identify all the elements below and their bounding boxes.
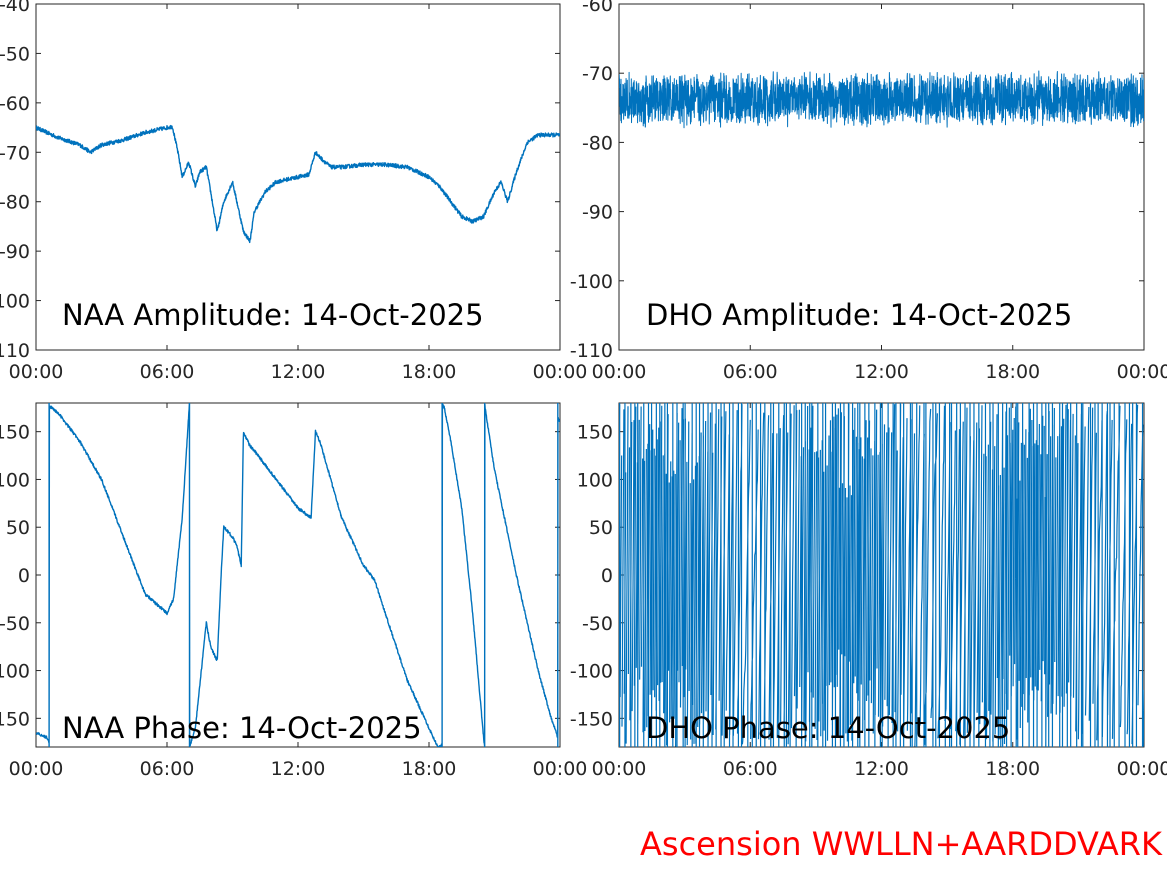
x-tick-label: 06:00 xyxy=(723,758,778,780)
y-tick-label: -70 xyxy=(582,63,613,85)
y-tick-label: -150 xyxy=(570,708,613,730)
x-tick-label: 12:00 xyxy=(854,758,909,780)
series-group xyxy=(619,403,1144,747)
y-tick-label: -100 xyxy=(570,271,613,293)
y-tick-label: -50 xyxy=(0,613,30,635)
y-tick-label: -90 xyxy=(0,241,30,263)
y-tick-label: 0 xyxy=(601,565,613,587)
y-tick-label: 50 xyxy=(589,517,613,539)
y-tick-label: -60 xyxy=(582,0,613,16)
dho-phase-panel: 150 100 50 0 -50 -100 -150 00:00 06:00 12:00 18:00… xyxy=(570,402,1167,780)
panel-title: NAA Amplitude: 14-Oct-2025 xyxy=(62,298,484,332)
x-tick-label: 00:00 xyxy=(9,758,64,780)
y-tick-label: -70 xyxy=(0,142,30,164)
x-tick-label: 18:00 xyxy=(985,758,1040,780)
x-tick-label: 12:00 xyxy=(271,758,326,780)
x-tick-label: 00:00 xyxy=(1117,758,1167,780)
series-line xyxy=(619,70,1144,129)
y-tick-label: -60 xyxy=(0,93,30,115)
x-tick-label: 00:00 xyxy=(592,361,647,383)
x-tick-label: 06:00 xyxy=(140,361,195,383)
x-tick-label: 00:00 xyxy=(1117,361,1167,383)
x-tick-label: 00:00 xyxy=(592,758,647,780)
x-tick-label: 18:00 xyxy=(402,361,457,383)
y-tick-label: -110 xyxy=(570,340,613,362)
y-tick-label: -100 xyxy=(570,661,613,683)
y-tick-label: -80 xyxy=(0,192,30,214)
y-tick-label: -40 xyxy=(0,0,30,16)
series-group xyxy=(36,403,560,747)
y-tick-label: 100 xyxy=(0,469,30,491)
series-line xyxy=(619,403,1144,747)
y-tick-label: -150 xyxy=(0,708,30,730)
x-tick-label: 12:00 xyxy=(271,361,326,383)
x-tick-label: 18:00 xyxy=(985,361,1040,383)
x-tick-label: 06:00 xyxy=(723,361,778,383)
credit-label: Ascension WWLLN+AARDDVARK xyxy=(640,825,1163,863)
y-tick-label: 0 xyxy=(18,565,30,587)
x-tick-label: 00:00 xyxy=(9,361,64,383)
naa-phase-panel: 150 100 50 0 -50 -100 -150 00:00 06:00 12:00 18:00… xyxy=(0,402,588,780)
x-tick-label: 00:00 xyxy=(533,361,588,383)
panel-title: DHO Amplitude: 14-Oct-2025 xyxy=(646,298,1072,332)
x-tick-label: 00:00 xyxy=(533,758,588,780)
y-tick-label: 150 xyxy=(577,422,613,444)
y-tick-label: -50 xyxy=(0,43,30,65)
axes-box xyxy=(35,402,561,748)
panel-title: DHO Phase: 14-Oct-2025 xyxy=(646,711,1010,745)
panel-title: NAA Phase: 14-Oct-2025 xyxy=(62,711,422,745)
series-line xyxy=(36,124,560,244)
x-tick-label: 18:00 xyxy=(402,758,457,780)
series-group xyxy=(619,70,1144,129)
x-tick-label: 06:00 xyxy=(140,758,195,780)
y-tick-label: -100 xyxy=(0,291,30,313)
naa-amplitude-panel: -40-50-60-70-80-90-100-11000:0006:0012:0… xyxy=(0,0,587,383)
x-tick-label: 12:00 xyxy=(854,361,909,383)
series-group xyxy=(36,124,560,244)
y-tick-label: -50 xyxy=(582,613,613,635)
series-line xyxy=(36,403,560,747)
y-tick-label: -90 xyxy=(582,202,613,224)
y-tick-label: 50 xyxy=(6,517,30,539)
y-tick-label: 150 xyxy=(0,422,30,444)
y-tick-label: -100 xyxy=(0,661,30,683)
y-tick-label: -80 xyxy=(582,132,613,154)
y-tick-label: -110 xyxy=(0,340,30,362)
y-tick-label: 100 xyxy=(577,469,613,491)
